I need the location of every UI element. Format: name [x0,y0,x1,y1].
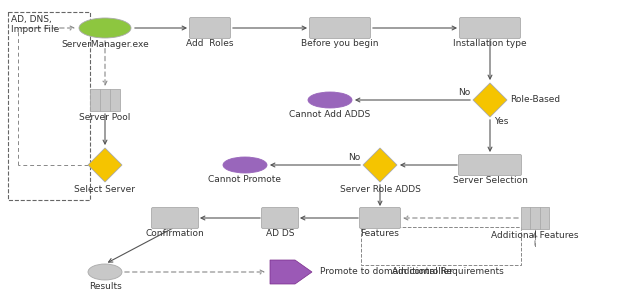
Text: Select Server: Select Server [74,185,136,194]
Text: Installation type: Installation type [453,39,527,48]
Text: Results: Results [89,282,122,291]
Polygon shape [88,148,122,182]
Text: Additional Requirements: Additional Requirements [392,267,503,276]
Text: Add  Roles: Add Roles [186,39,234,48]
FancyBboxPatch shape [459,154,521,176]
Text: ServerManager.exe: ServerManager.exe [61,40,149,49]
Ellipse shape [88,264,122,280]
Ellipse shape [79,18,131,38]
Text: AD DS: AD DS [266,229,294,238]
Text: AD, DNS,
Import File: AD, DNS, Import File [11,15,60,34]
Text: Confirmation: Confirmation [146,229,205,238]
Text: Promote to domain controller: Promote to domain controller [320,267,453,277]
Polygon shape [473,83,507,117]
FancyBboxPatch shape [459,17,521,38]
Text: Cannot Promote: Cannot Promote [208,175,281,184]
Text: Server Selection: Server Selection [453,176,528,185]
Ellipse shape [223,157,267,173]
Text: Features: Features [361,229,399,238]
Text: No: No [458,88,470,97]
Text: Before you begin: Before you begin [301,39,379,48]
Text: Yes: Yes [494,117,508,126]
FancyBboxPatch shape [309,17,371,38]
FancyBboxPatch shape [190,17,231,38]
Text: Server Pool: Server Pool [79,113,131,122]
Polygon shape [270,260,312,284]
FancyBboxPatch shape [262,208,298,228]
FancyBboxPatch shape [521,207,549,229]
Text: Role-Based: Role-Based [510,95,560,104]
Text: No: No [348,153,360,162]
FancyBboxPatch shape [151,208,198,228]
Text: Additional Features: Additional Features [491,231,578,240]
Polygon shape [363,148,397,182]
FancyBboxPatch shape [360,208,401,228]
Ellipse shape [308,92,352,108]
Text: Cannot Add ADDS: Cannot Add ADDS [290,110,371,119]
FancyBboxPatch shape [90,89,120,111]
Text: Server Role ADDS: Server Role ADDS [340,185,420,194]
